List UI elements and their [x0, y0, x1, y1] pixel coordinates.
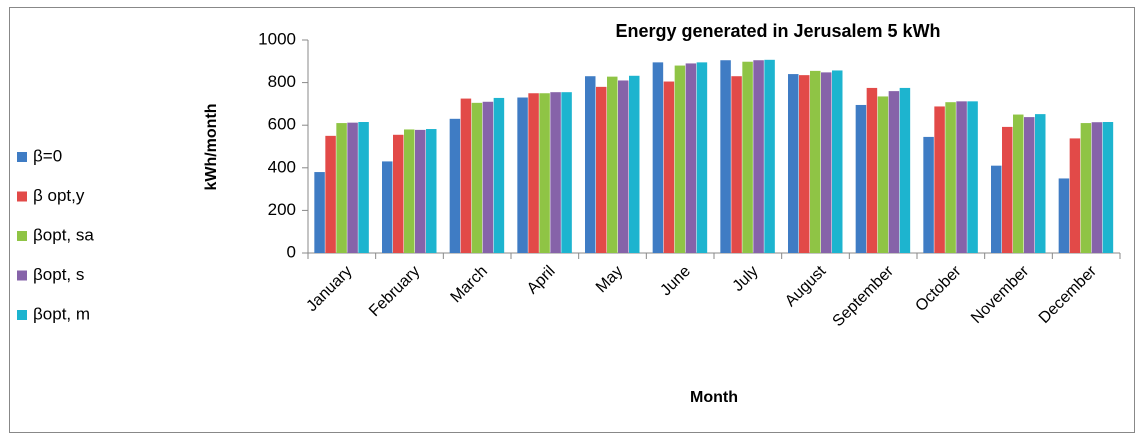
bar: [539, 93, 550, 253]
bar: [956, 101, 967, 254]
bar: [493, 97, 505, 253]
bar: [788, 74, 799, 253]
bar: [426, 129, 437, 253]
bar: [753, 60, 764, 253]
bar: [528, 93, 539, 253]
bar: [1058, 178, 1070, 253]
x-axis-label: Month: [690, 389, 738, 406]
bar: [561, 92, 572, 253]
bar: [855, 104, 867, 253]
legend-label: βopt, m: [33, 304, 90, 323]
y-axis-label: kWh/month: [203, 103, 220, 190]
bar: [945, 102, 956, 253]
bar: [888, 91, 900, 254]
legend-label: β opt,y: [33, 186, 85, 205]
legend-label: βopt, sa: [33, 225, 94, 244]
legend-swatch: [17, 270, 27, 281]
bar: [810, 70, 821, 253]
bar: [618, 80, 629, 253]
bar: [685, 63, 697, 254]
bar: [607, 76, 618, 253]
bar: [652, 62, 664, 253]
bar: [404, 129, 415, 253]
bar: [1102, 122, 1114, 253]
bar: [764, 59, 775, 254]
y-tick-label: 1000: [258, 29, 296, 48]
bar: [596, 86, 607, 253]
bar: [877, 96, 889, 253]
bar: [1069, 138, 1081, 253]
bar: [934, 106, 945, 254]
legend-label: β=0: [33, 146, 62, 165]
bar: [471, 102, 483, 254]
bar: [967, 101, 978, 254]
legend-swatch: [17, 310, 27, 320]
bar: [347, 122, 358, 253]
bar: [696, 62, 708, 253]
bar: [393, 134, 404, 253]
bar: [923, 136, 934, 253]
bar: [460, 98, 472, 253]
legend-label: βopt, s: [33, 265, 84, 284]
bar: [629, 75, 640, 253]
bar: [663, 81, 675, 253]
bar: [720, 60, 731, 253]
bar: [325, 135, 336, 253]
bar: [731, 76, 742, 254]
bar: [585, 76, 596, 254]
bar: [1013, 114, 1024, 253]
bar: [799, 75, 810, 254]
bar: [1080, 123, 1092, 253]
y-tick-label: 800: [268, 72, 296, 91]
bar: [415, 129, 426, 253]
y-tick-label: 600: [268, 115, 296, 134]
bar: [1035, 114, 1046, 254]
bar: [358, 122, 369, 253]
legend-swatch: [17, 191, 27, 202]
y-tick-label: 0: [287, 242, 296, 261]
bar: [482, 101, 494, 254]
bar: [1091, 122, 1103, 253]
bar: [991, 165, 1002, 253]
bar: [1024, 117, 1035, 253]
bar: [314, 172, 325, 253]
bar: [832, 70, 843, 253]
y-tick-label: 400: [268, 157, 296, 176]
bar: [336, 123, 347, 253]
bar: [742, 61, 753, 254]
chart-title: Energy generated in Jerusalem 5 kWh: [615, 21, 940, 41]
bar: [550, 92, 561, 253]
y-tick-label: 200: [268, 200, 296, 219]
bar: [1002, 126, 1013, 253]
bar: [382, 161, 393, 253]
bar: [866, 87, 878, 253]
bar: [821, 72, 832, 253]
bar: [899, 87, 911, 253]
bar: [449, 118, 461, 253]
bar: [517, 97, 528, 253]
legend-swatch: [17, 231, 27, 241]
legend-swatch: [17, 152, 27, 162]
bar: [674, 65, 686, 253]
